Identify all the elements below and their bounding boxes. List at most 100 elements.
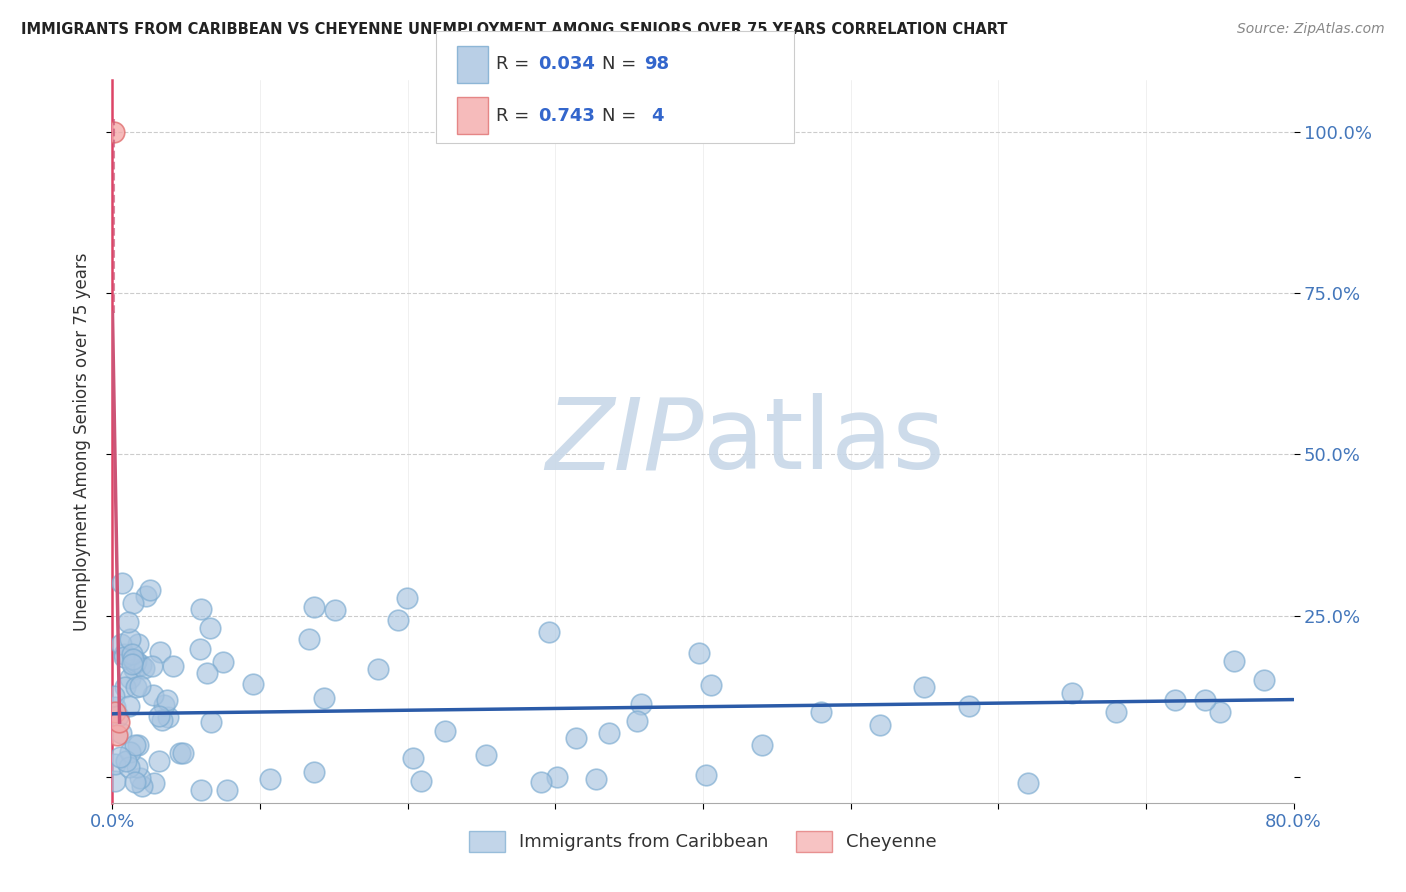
Text: ZIP: ZIP — [544, 393, 703, 490]
Point — [104, 706, 127, 720]
Legend: Immigrants from Caribbean, Cheyenne: Immigrants from Caribbean, Cheyenne — [461, 823, 945, 859]
Point — [141, 658, 163, 673]
Point — [1105, 706, 1128, 720]
Point — [124, 738, 146, 752]
Point — [598, 725, 620, 739]
Point — [190, 783, 212, 797]
Point — [155, 692, 177, 706]
Point — [162, 659, 184, 673]
Point — [122, 651, 145, 665]
Point — [128, 679, 150, 693]
Point — [200, 714, 222, 729]
Point — [396, 591, 419, 605]
Point — [411, 774, 433, 789]
Point — [121, 596, 143, 610]
Point — [546, 770, 568, 784]
Point — [152, 698, 174, 712]
Point — [104, 700, 127, 714]
Text: N =: N = — [602, 107, 641, 125]
Point — [124, 657, 146, 671]
Point — [104, 773, 127, 788]
Point — [132, 661, 155, 675]
Text: IMMIGRANTS FROM CARIBBEAN VS CHEYENNE UNEMPLOYMENT AMONG SENIORS OVER 75 YEARS C: IMMIGRANTS FROM CARIBBEAN VS CHEYENNE UN… — [21, 22, 1008, 37]
Point — [107, 709, 129, 723]
Point — [700, 678, 723, 692]
Point — [135, 590, 157, 604]
Point — [298, 632, 321, 647]
Point — [751, 738, 773, 752]
Point — [120, 671, 142, 685]
Point — [143, 776, 166, 790]
Y-axis label: Unemployment Among Seniors over 75 years: Unemployment Among Seniors over 75 years — [73, 252, 91, 631]
Point — [1017, 776, 1039, 790]
Point — [110, 637, 132, 651]
Point — [112, 647, 135, 661]
Point — [402, 751, 425, 765]
Point — [475, 748, 498, 763]
Text: 0.034: 0.034 — [538, 55, 595, 73]
Point — [157, 710, 180, 724]
Point — [869, 718, 891, 732]
Point — [565, 731, 588, 746]
Point — [128, 771, 150, 785]
Point — [117, 698, 139, 713]
Point — [103, 689, 125, 703]
Point — [148, 754, 170, 768]
Text: 4: 4 — [651, 107, 664, 125]
Point — [433, 723, 456, 738]
Point — [150, 713, 173, 727]
Point — [127, 760, 149, 774]
Text: 98: 98 — [644, 55, 669, 73]
Point — [212, 655, 235, 669]
Point — [172, 746, 194, 760]
Point — [695, 768, 717, 782]
Point — [169, 746, 191, 760]
Point — [1062, 686, 1084, 700]
Point — [259, 772, 281, 786]
Point — [195, 665, 218, 680]
Point — [810, 706, 832, 720]
Point — [914, 680, 936, 694]
Point — [122, 662, 145, 676]
Point — [387, 613, 409, 627]
Point — [127, 637, 149, 651]
Text: R =: R = — [496, 55, 536, 73]
Point — [1194, 692, 1216, 706]
Point — [188, 641, 211, 656]
Point — [115, 754, 138, 768]
Point — [630, 697, 652, 711]
Point — [302, 764, 325, 779]
Point — [242, 677, 264, 691]
Point — [125, 680, 148, 694]
Point — [1208, 706, 1232, 720]
Point — [127, 738, 149, 752]
Text: 0.743: 0.743 — [538, 107, 595, 125]
Text: R =: R = — [496, 107, 536, 125]
Point — [105, 728, 128, 742]
Point — [131, 779, 153, 793]
Point — [114, 680, 136, 694]
Point — [957, 699, 980, 714]
Point — [121, 657, 143, 672]
Point — [110, 725, 132, 739]
Point — [108, 715, 131, 730]
Point — [118, 745, 141, 759]
Point — [312, 690, 335, 705]
Point — [323, 603, 346, 617]
Point — [217, 783, 239, 797]
Text: atlas: atlas — [703, 393, 945, 490]
Point — [111, 576, 134, 591]
Point — [537, 625, 560, 640]
Point — [124, 774, 146, 789]
Point — [104, 757, 127, 772]
Point — [190, 602, 212, 616]
Point — [626, 714, 648, 729]
Point — [138, 582, 160, 597]
Point — [129, 658, 152, 673]
Point — [125, 654, 148, 668]
Point — [117, 615, 139, 630]
Point — [103, 125, 125, 139]
Text: Source: ZipAtlas.com: Source: ZipAtlas.com — [1237, 22, 1385, 37]
Point — [121, 647, 143, 661]
Point — [142, 688, 165, 702]
